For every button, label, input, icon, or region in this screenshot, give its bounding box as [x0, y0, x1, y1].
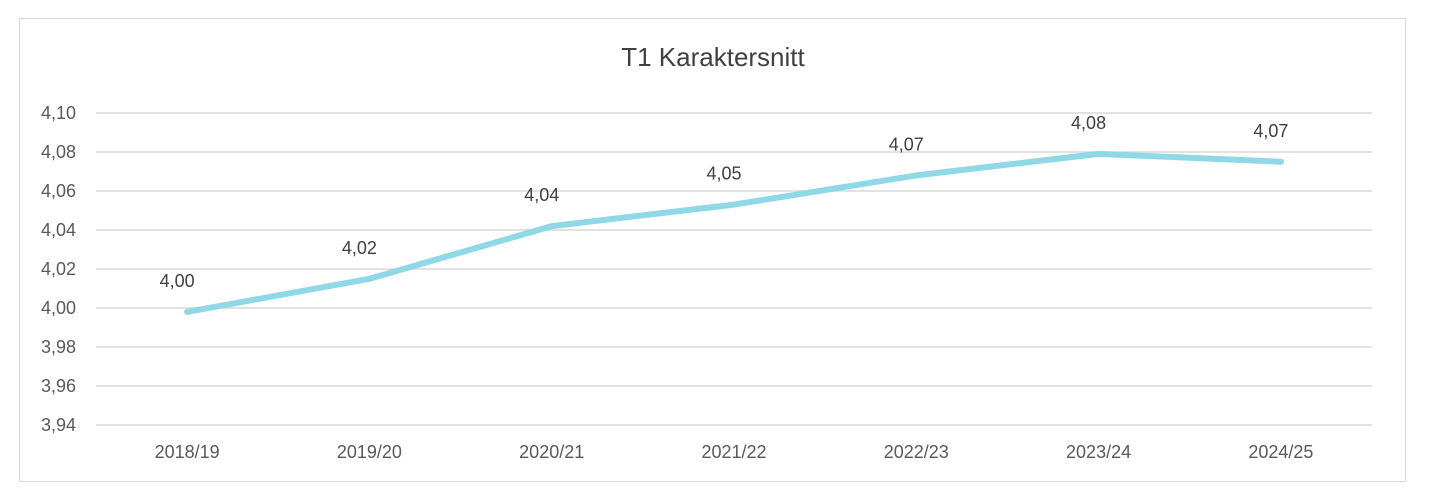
data-labels: 4,00 4,02 4,04 4,05 4,07 4,08 4,07: [160, 113, 1289, 291]
y-tick-label: 4,02: [41, 259, 76, 279]
x-tick-label: 2022/23: [884, 442, 949, 462]
x-axis-ticks: 2018/19 2019/20 2020/21 2021/22 2022/23 2023/…: [155, 442, 1314, 462]
x-tick-label: 2024/25: [1248, 442, 1313, 462]
y-tick-label: 4,00: [41, 298, 76, 318]
x-tick-label: 2019/20: [337, 442, 402, 462]
data-point: [184, 308, 191, 315]
data-point: [1277, 158, 1284, 165]
data-point: [366, 275, 373, 282]
x-tick-label: 2021/22: [701, 442, 766, 462]
y-axis-ticks: 3,94 3,96 3,98 4,00 4,02 4,04 4,06 4,08 4,10: [41, 103, 76, 435]
chart-title: T1 Karaktersnitt: [621, 42, 805, 72]
data-label: 4,07: [1253, 121, 1288, 141]
y-tick-label: 4,06: [41, 181, 76, 201]
data-label: 4,00: [160, 271, 195, 291]
data-label: 4,05: [706, 164, 741, 184]
y-tick-label: 3,94: [41, 415, 76, 435]
data-point: [731, 201, 737, 208]
data-label: 4,04: [524, 185, 559, 205]
gridlines: [96, 112, 1372, 426]
y-tick-label: 4,10: [41, 103, 76, 123]
data-label: 4,08: [1071, 113, 1106, 133]
chart-frame: [19, 18, 1406, 482]
y-tick-label: 4,04: [41, 220, 76, 240]
x-tick-label: 2023/24: [1066, 442, 1131, 462]
data-point: [548, 223, 555, 230]
y-tick-label: 4,08: [41, 142, 76, 162]
y-tick-label: 3,98: [41, 337, 76, 357]
data-label: 4,07: [889, 134, 924, 154]
y-tick-label: 3,96: [41, 376, 76, 396]
data-label: 4,02: [342, 238, 377, 258]
x-tick-label: 2018/19: [155, 442, 220, 462]
data-point: [1095, 150, 1102, 157]
series-line: [184, 150, 1284, 315]
data-point: [913, 172, 920, 179]
x-tick-label: 2020/21: [519, 442, 584, 462]
